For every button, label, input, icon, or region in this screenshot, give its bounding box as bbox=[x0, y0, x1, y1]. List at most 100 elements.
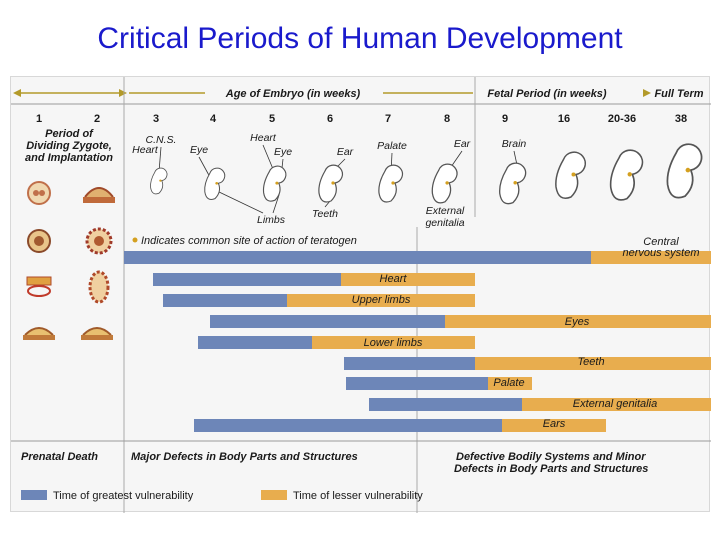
page-title: Critical Periods of Human Development bbox=[97, 22, 623, 55]
arrow-left-icon bbox=[13, 89, 21, 97]
zygote-icon bbox=[27, 181, 51, 205]
full-term-arrow-icon bbox=[643, 89, 651, 97]
embryo-icon bbox=[609, 149, 644, 201]
bar-greatest-vulnerability bbox=[163, 294, 287, 307]
week-label: 8 bbox=[444, 113, 450, 125]
bar-lesser-vulnerability bbox=[488, 377, 532, 390]
bar-greatest-vulnerability bbox=[344, 357, 475, 370]
period-label-2: Dividing Zygote, bbox=[26, 140, 112, 152]
external-genitalia-label-1: External bbox=[426, 205, 465, 217]
bar-greatest-vulnerability bbox=[124, 251, 591, 264]
fetal-label: Fetal Period (in weeks) bbox=[487, 88, 607, 100]
bar-lesser-vulnerability bbox=[475, 357, 711, 370]
bar-label: Eyes bbox=[565, 316, 590, 328]
bar-label: nervous system bbox=[622, 247, 699, 259]
bar-lesser-vulnerability bbox=[522, 398, 711, 411]
embryo-icon bbox=[262, 165, 287, 202]
week-label: 2 bbox=[94, 113, 100, 125]
period-label-3: and Implantation bbox=[25, 152, 113, 164]
early-embryo-icon bbox=[23, 327, 55, 340]
external-genitalia-label-2: genitalia bbox=[425, 217, 464, 229]
brain-label: Brain bbox=[502, 138, 527, 150]
bar-lesser-vulnerability bbox=[287, 294, 475, 307]
bar-label: External genitalia bbox=[573, 398, 657, 410]
embryo-label: Age of Embryo (in weeks) bbox=[225, 88, 361, 100]
embryo-icon bbox=[378, 164, 403, 203]
embryo-icon bbox=[204, 167, 226, 200]
bar-greatest-vulnerability bbox=[194, 419, 502, 432]
embryo-icons bbox=[150, 143, 703, 205]
bar-greatest-vulnerability bbox=[369, 398, 522, 411]
ear-label-a: Ear bbox=[337, 146, 354, 158]
bar-label: Palate bbox=[493, 377, 524, 389]
heart-label-b: Heart bbox=[250, 132, 277, 144]
embryo-icon bbox=[318, 164, 343, 203]
bar-greatest-vulnerability bbox=[346, 377, 488, 390]
bar-lesser-vulnerability bbox=[341, 273, 475, 286]
teratogen-note: Indicates common site of action of terat… bbox=[141, 235, 357, 247]
week-label: 7 bbox=[385, 113, 391, 125]
week-label: 9 bbox=[502, 113, 508, 125]
bar-lesser-vulnerability bbox=[312, 336, 475, 349]
bar-lesser-vulnerability bbox=[445, 315, 711, 328]
defective-systems-label-2: Defects in Body Parts and Structures bbox=[454, 463, 648, 475]
legend-lesser-label: Time of lesser vulnerability bbox=[293, 490, 423, 502]
week-label: 4 bbox=[210, 113, 217, 125]
timeline-header: Age of Embryo (in weeks) Fetal Period (i… bbox=[11, 88, 711, 105]
bar-label: Heart bbox=[380, 273, 408, 285]
full-term-label: Full Term bbox=[654, 88, 703, 100]
period-label-1: Period of bbox=[45, 128, 94, 140]
ear-label-b: Ear bbox=[454, 138, 471, 150]
bar-label: Central bbox=[643, 236, 679, 248]
embryonic-disc-icon bbox=[81, 327, 113, 340]
eye-label-a: Eye bbox=[190, 144, 208, 156]
limbs-label: Limbs bbox=[257, 214, 286, 226]
cns-label: C.N.S. bbox=[146, 134, 177, 146]
development-chart: Age of Embryo (in weeks) Fetal Period (i… bbox=[10, 76, 711, 513]
embryo-icon bbox=[431, 163, 458, 204]
defective-systems-label-1: Defective Bodily Systems and Minor bbox=[456, 451, 646, 463]
bar-greatest-vulnerability bbox=[198, 336, 312, 349]
teratogen-dot-icon bbox=[132, 237, 138, 243]
week-label: 3 bbox=[153, 113, 159, 125]
week-label: 20-36 bbox=[608, 113, 636, 125]
heart-label-a: Heart bbox=[132, 144, 159, 156]
week-label: 38 bbox=[675, 113, 687, 125]
embryo-icon bbox=[666, 143, 703, 199]
major-defects-label: Major Defects in Body Parts and Structur… bbox=[131, 451, 358, 463]
week-label: 6 bbox=[327, 113, 333, 125]
week-label: 1 bbox=[36, 113, 42, 125]
legend: Time of greatest vulnerability Time of l… bbox=[21, 490, 423, 502]
embryo-icon bbox=[150, 167, 168, 195]
bar-lesser-vulnerability bbox=[502, 419, 606, 432]
arrow-right-icon bbox=[119, 89, 127, 97]
bar-label: Ears bbox=[543, 418, 566, 430]
legend-lesser-swatch bbox=[261, 490, 287, 500]
bar-label: Upper limbs bbox=[352, 294, 411, 306]
embryo-icon bbox=[499, 162, 527, 205]
embedded-blastocyst-icon bbox=[88, 270, 110, 304]
legend-greatest-label: Time of greatest vulnerability bbox=[53, 490, 194, 502]
teeth-label: Teeth bbox=[312, 208, 338, 220]
blastocyst-icon bbox=[83, 187, 115, 203]
bar-label: Lower limbs bbox=[364, 337, 423, 349]
week-label: 16 bbox=[558, 113, 570, 125]
bar-greatest-vulnerability bbox=[153, 273, 341, 286]
week-label: 5 bbox=[269, 113, 275, 125]
week-labels: 1 2 3 4 5 6 7 8 9 16 20-36 38 bbox=[36, 113, 687, 125]
organ-labels: C.N.S. Heart Eye Heart Eye Ear Palate Ea… bbox=[132, 132, 526, 229]
bar-greatest-vulnerability bbox=[210, 315, 445, 328]
zygote-icons bbox=[23, 181, 115, 340]
bar-lesser-vulnerability bbox=[591, 251, 711, 264]
eye-label-b: Eye bbox=[274, 146, 292, 158]
uterine-wall-icon bbox=[26, 276, 52, 297]
prenatal-death-label: Prenatal Death bbox=[21, 451, 98, 463]
chart-svg: Age of Embryo (in weeks) Fetal Period (i… bbox=[11, 77, 711, 513]
implantation-icon bbox=[85, 227, 113, 255]
embryo-icon bbox=[555, 151, 587, 199]
palate-label: Palate bbox=[377, 140, 407, 152]
bar-label: Teeth bbox=[577, 356, 604, 368]
morula-icon bbox=[27, 229, 51, 253]
legend-greatest-swatch bbox=[21, 490, 47, 500]
